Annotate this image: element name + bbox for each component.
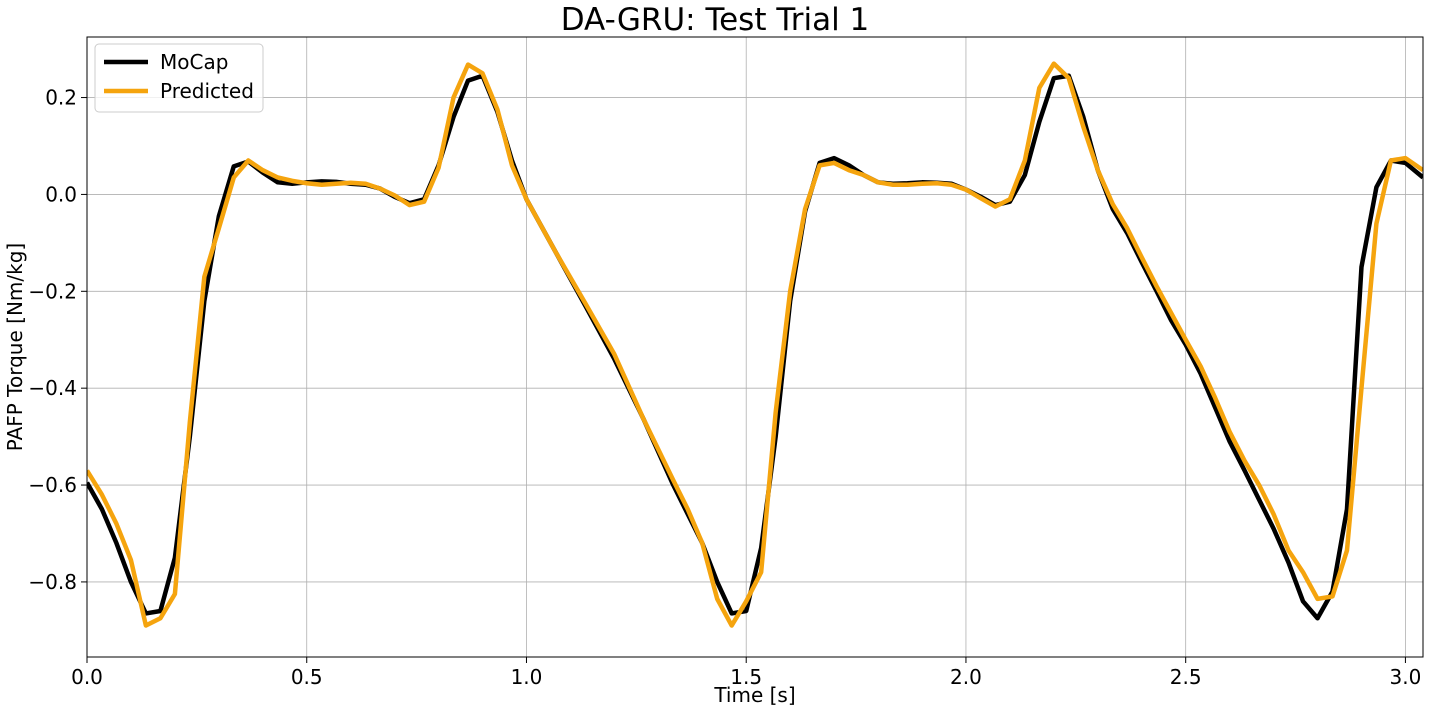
y-tick-label: −0.8 <box>28 570 77 594</box>
y-tick-label: −0.2 <box>28 279 77 303</box>
legend-label-mocap: MoCap <box>160 50 228 74</box>
series-line-predicted <box>87 61 1423 628</box>
x-tick-label: 2.5 <box>1170 665 1202 689</box>
x-tick-label: 3.0 <box>1390 665 1422 689</box>
y-tick-label: 0.0 <box>45 182 77 206</box>
axis-ticks: 0.0 0.5 1.0 1.5 2.0 2.5 3.0 0.2 0.0 −0.2 −0.4 −0.6 −… <box>28 86 1421 689</box>
y-tick-label: −0.4 <box>28 376 77 400</box>
x-tick-label: 0.0 <box>71 665 103 689</box>
x-tick-label: 0.5 <box>291 665 323 689</box>
x-axis-label: Time [s] <box>713 683 795 707</box>
series-lines <box>87 61 1423 628</box>
legend: MoCap Predicted <box>94 43 264 113</box>
x-tick-label: 2.0 <box>950 665 982 689</box>
y-tick-label: 0.2 <box>45 86 77 110</box>
y-tick-label: −0.6 <box>28 473 77 497</box>
x-tick-label: 1.0 <box>511 665 543 689</box>
plot-frame <box>86 36 1424 658</box>
y-axis-label: PAFP Torque [Nm/kg] <box>3 243 27 451</box>
legend-label-predicted: Predicted <box>160 79 254 103</box>
grid <box>86 37 1423 657</box>
chart-title: DA-GRU: Test Trial 1 <box>561 2 870 38</box>
x-tick-label: 1.5 <box>730 665 762 689</box>
